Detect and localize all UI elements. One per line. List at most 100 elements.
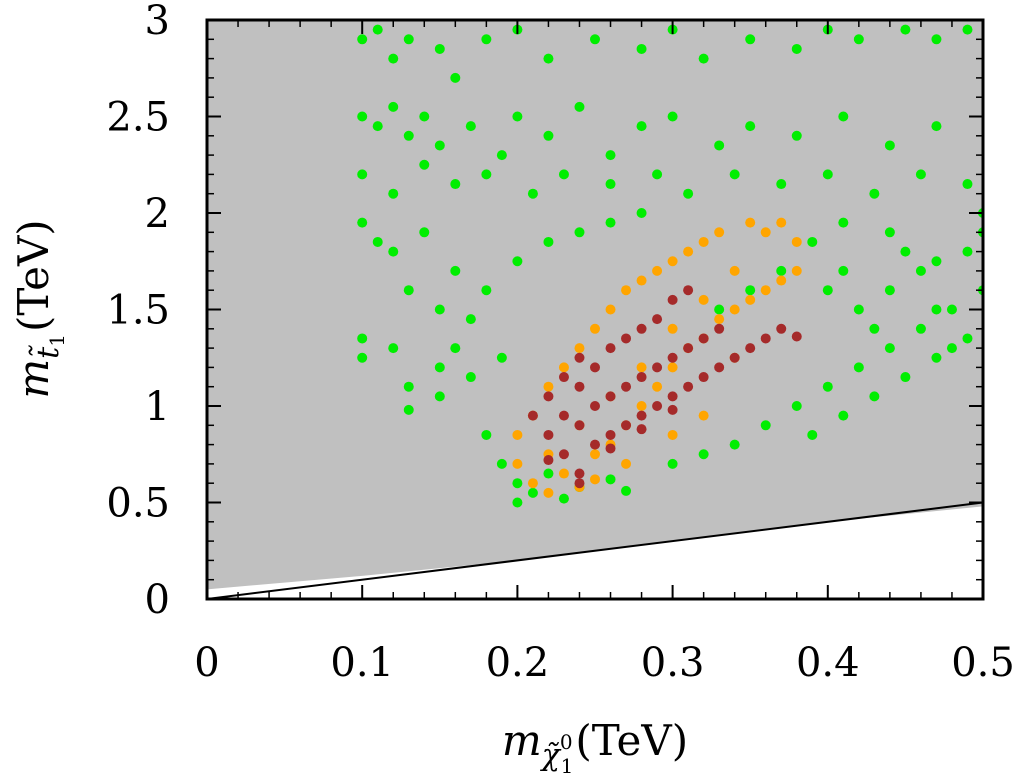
green-point-68 [605,217,616,228]
green-point-79 [496,352,507,363]
brown-point-24 [652,314,663,325]
x-axis-subscript: χ̃ [540,738,562,773]
green-point-118 [714,304,725,315]
green-point-39 [931,121,942,132]
orange-point-32 [760,227,771,238]
brown-point-32 [714,362,725,373]
green-point-78 [465,372,476,383]
green-point-48 [652,169,663,180]
x-tick-label-0: 0 [194,640,219,686]
brown-point-1 [543,429,554,440]
orange-point-13 [605,304,616,315]
green-point-35 [745,121,756,132]
brown-point-9 [574,352,585,363]
green-points [357,24,983,508]
green-point-23 [403,130,414,141]
green-point-56 [357,217,368,228]
green-point-70 [357,333,368,344]
brown-point-2 [543,391,554,402]
green-point-62 [450,265,461,276]
orange-point-42 [636,362,647,373]
orange-point-30 [745,217,756,228]
green-point-73 [403,381,414,392]
green-point-94 [791,401,802,411]
green-point-96 [853,362,864,373]
green-point-67 [574,227,585,238]
green-point-60 [419,227,430,238]
x-axis-sub-superscript: 0 [560,730,573,754]
brown-point-34 [729,352,740,363]
orange-point-31 [760,285,771,296]
green-point-64 [481,285,492,296]
green-point-33 [667,111,678,122]
reference-line [207,501,983,599]
orange-point-33 [776,275,787,286]
orange-point-17 [636,275,647,286]
green-point-46 [558,169,569,180]
brown-point-35 [745,343,756,354]
green-point-29 [543,130,554,141]
brown-point-16 [621,420,632,431]
green-point-105 [884,285,895,296]
green-point-72 [388,343,399,354]
orange-point-21 [667,256,678,267]
orange-point-16 [636,401,647,411]
green-point-75 [434,362,445,373]
green-point-47 [605,179,616,190]
orange-point-34 [776,217,787,228]
green-point-6 [481,34,492,45]
orange-point-44 [698,294,709,305]
x-axis-symbol: m [502,716,542,765]
green-point-2 [388,53,399,64]
green-point-116 [931,352,942,363]
green-point-91 [698,449,709,460]
x-tick-label-1: 0.1 [330,640,394,686]
green-point-69 [636,208,647,218]
orange-point-20 [667,362,678,373]
green-point-108 [931,304,942,315]
green-point-80 [481,429,492,440]
y-axis-ticks: 0 0.5 1 1.5 2 2.5 3 [106,0,983,623]
green-point-27 [496,150,507,161]
green-point-106 [900,246,911,257]
green-point-76 [434,391,445,402]
orange-point-11 [590,323,600,334]
y-tick-label-3: 1.5 [106,288,170,334]
brown-point-37 [776,323,787,334]
green-point-97 [884,343,895,354]
green-point-103 [853,304,864,315]
green-point-42 [419,159,430,170]
green-point-40 [357,169,368,180]
y-tick-label-2: 1 [145,384,170,430]
brown-point-17 [621,381,632,392]
green-point-117 [962,333,973,344]
brown-point-27 [667,294,678,305]
x-tick-label-5: 0.5 [951,640,1015,686]
green-point-31 [605,150,616,161]
brown-point-19 [636,410,647,421]
brown-point-26 [667,352,678,363]
green-point-28 [512,111,523,122]
brown-point-28 [683,381,694,392]
brown-point-30 [698,372,709,383]
green-point-13 [745,34,756,45]
green-point-43 [450,179,461,190]
brown-point-8 [574,381,585,392]
y-tick-label-6: 3 [145,0,170,44]
y-tick-label-4: 2 [145,191,170,237]
green-point-110 [962,246,973,257]
green-point-59 [403,285,414,296]
green-point-90 [667,458,678,469]
brown-point-0 [527,410,538,421]
green-point-49 [683,188,694,199]
orange-point-19 [652,265,663,276]
brown-point-43 [574,478,585,489]
x-axis-unit: (TeV) [575,716,688,765]
x-axis-title: mχ̃0 1(TeV) [502,716,688,774]
green-point-109 [946,343,957,354]
green-point-51 [776,179,787,190]
orange-point-35 [791,265,802,276]
green-point-101 [822,285,833,296]
brown-point-21 [636,323,647,334]
brown-point-10 [590,439,600,450]
